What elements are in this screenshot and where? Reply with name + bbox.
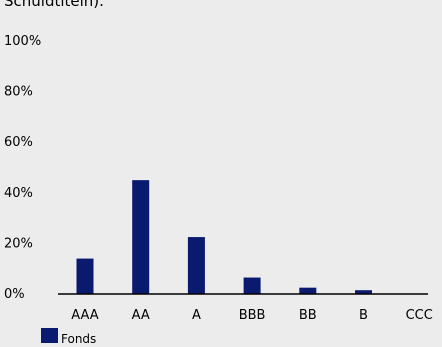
x-axis-categories: AAA AA A BBB BB B CCC: [71, 308, 433, 323]
y-tick-label: 40%: [4, 186, 33, 201]
bar-b: [355, 290, 372, 294]
x-tick-label: CCC: [406, 308, 433, 323]
title-layer: Schuldtiteln).: [4, 0, 104, 10]
x-tick-label: AAA: [71, 308, 99, 323]
bar-aaa: [76, 258, 94, 294]
x-tick-label: B: [359, 308, 368, 323]
y-tick-label: 60%: [4, 135, 33, 150]
bar-aa: [132, 180, 150, 294]
y-tick-label: 20%: [4, 236, 33, 251]
y-axis-ticks: 0% 20% 40% 60% 80% 100%: [4, 34, 41, 302]
legend-label-fonds: Fonds: [61, 332, 96, 346]
y-tick-label: 100%: [4, 34, 41, 49]
x-tick-label: BB: [299, 308, 317, 323]
y-tick-label: 0%: [4, 287, 25, 302]
x-tick-label: AA: [132, 308, 150, 323]
bar-bb: [299, 287, 317, 294]
chart-title: Schuldtiteln).: [4, 0, 104, 10]
y-tick-label: 80%: [4, 85, 33, 100]
bars: [76, 180, 372, 294]
legend-swatch: [41, 328, 58, 343]
legend: Fonds: [41, 328, 96, 346]
bar-a: [187, 237, 205, 294]
x-tick-label: A: [192, 308, 201, 323]
x-tick-label: BBB: [239, 308, 266, 323]
bar-bbb: [243, 277, 261, 294]
